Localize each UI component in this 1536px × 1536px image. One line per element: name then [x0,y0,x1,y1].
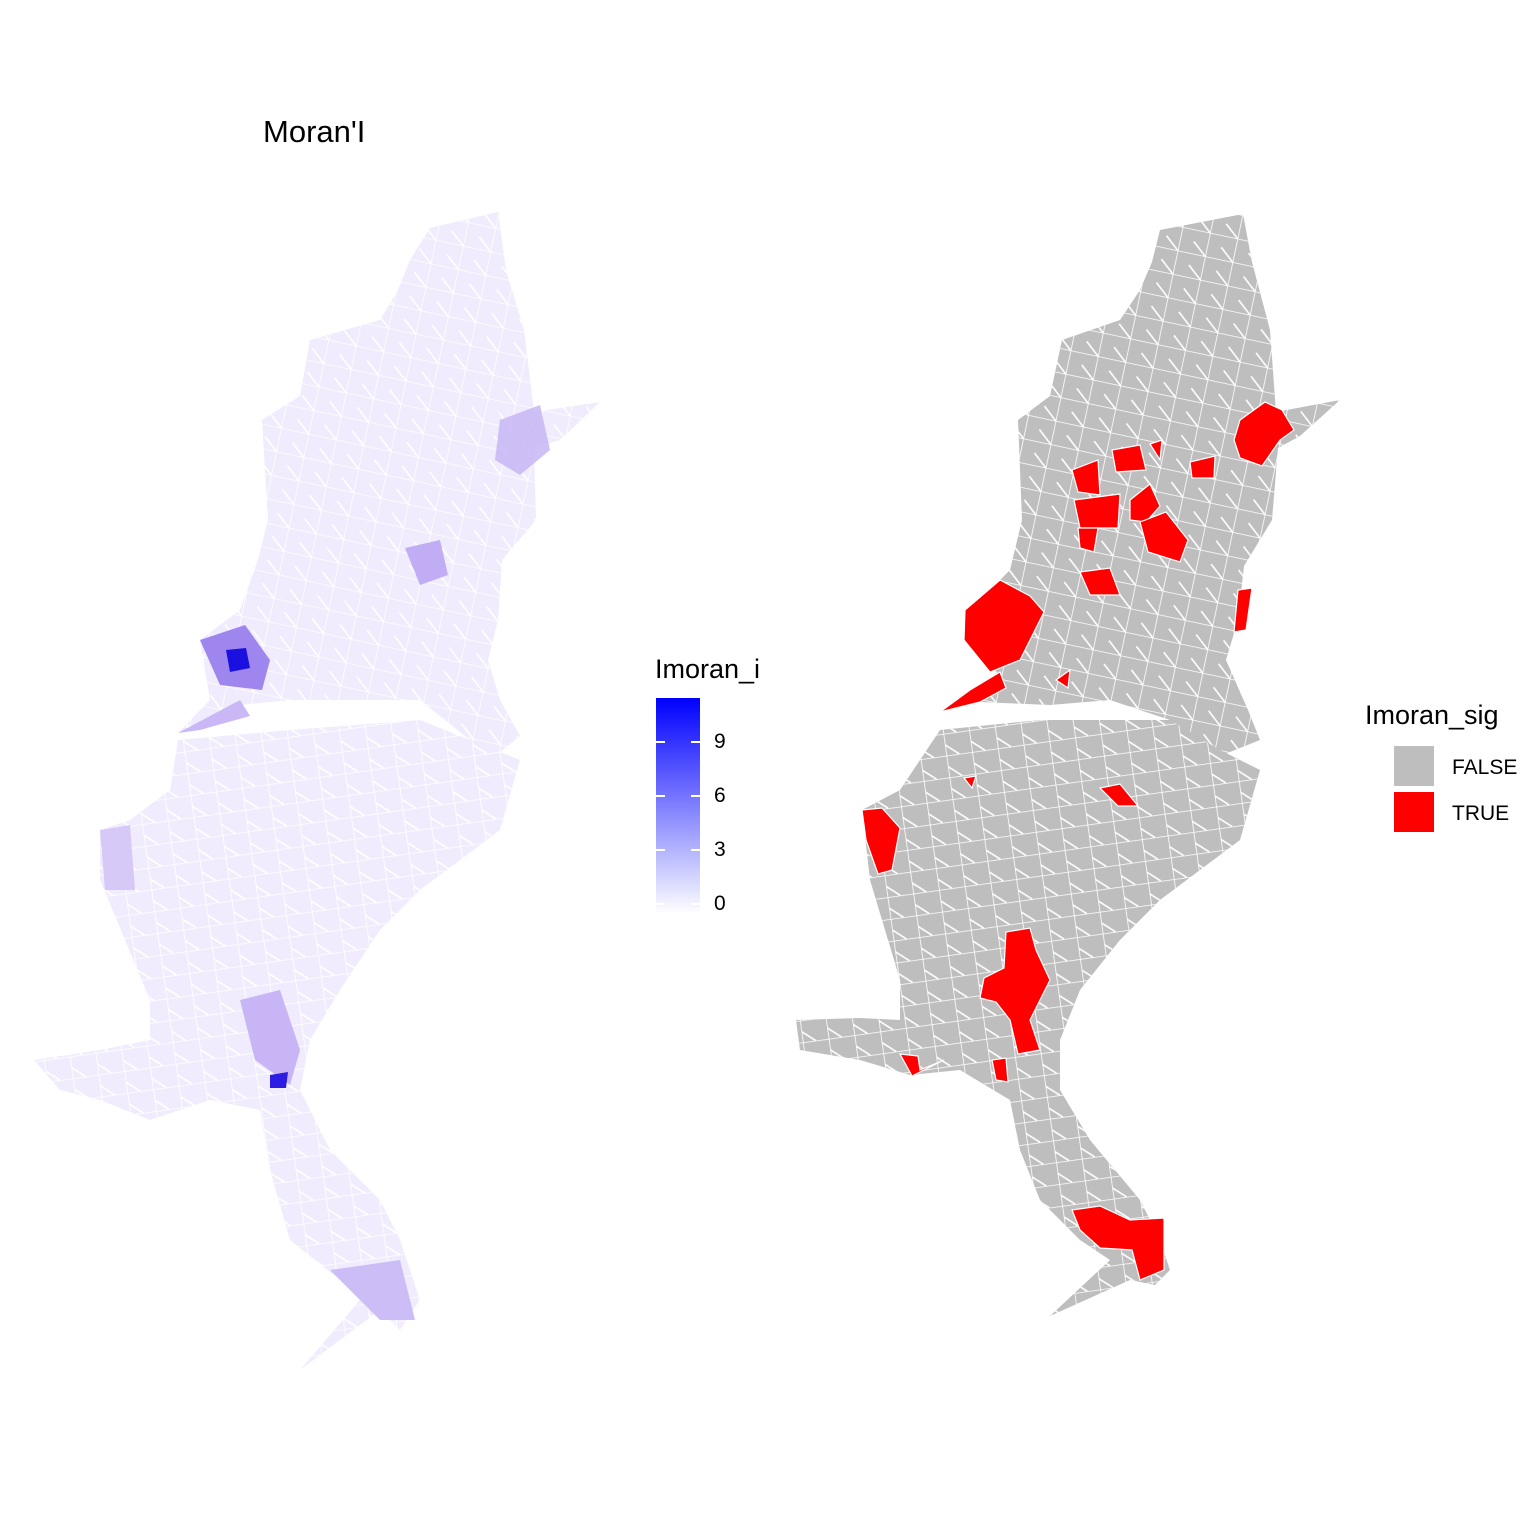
sig-cluster-mid-1 [1073,493,1121,529]
legend-i-colorbar [656,698,700,914]
sig-cluster-west-1 [963,579,1045,673]
sig-cluster-fl-1 [898,1053,945,1077]
sig-cluster-west-3 [1054,668,1071,690]
sig-cluster-west-2 [939,671,1007,713]
plot-title: Moran'I [263,114,366,149]
map-right-north-borders [940,214,1340,760]
map-left-cluster-ga [240,990,300,1085]
map-left-cluster-fl [330,1260,415,1320]
map-left-hotspot-west [226,648,250,672]
legend-i-ticks-marks [656,741,700,905]
significant-clusters [861,401,1295,1281]
sig-cluster-north-2 [1111,444,1147,473]
legend-i-tick-3: 3 [714,838,726,861]
sig-cluster-mid-3 [1139,511,1189,563]
map-left-north-borders [178,212,600,760]
map-left-sw-tail [178,700,250,733]
sig-cluster-west-sc [861,807,901,875]
map-left-cluster-center [405,540,448,585]
legend-sig-label-true: TRUE [1452,802,1510,825]
sig-cluster-ga-1 [979,927,1051,1055]
moran-sig-map [796,214,1340,1316]
sig-cluster-ne [1233,401,1295,467]
map-left-hotspot-ga [270,1072,288,1088]
map-left-cluster-west-sc [100,825,135,890]
sig-cluster-north-3 [1149,439,1163,462]
map-left-cluster-ne [495,405,550,475]
legend-sig-key-false [1394,746,1434,786]
sig-cluster-sc-1 [1098,783,1140,807]
legend-i-tick-6: 6 [714,784,726,807]
sig-cluster-coast [1233,587,1253,633]
sig-cluster-sc-2 [962,775,977,790]
sig-cluster-mid-4 [1077,527,1099,553]
sig-cluster-mid-2 [1129,483,1161,523]
legend-i-title: Imoran_i [655,654,761,684]
legend-i-tick-9: 9 [714,730,726,753]
sig-cluster-fl-south [1071,1205,1165,1281]
legend-sig-title: Imoran_sig [1365,700,1499,730]
legend-sig-key-true [1394,792,1434,832]
sig-cluster-north-1 [1071,459,1101,496]
sig-cluster-north-4 [1189,455,1216,479]
sig-cluster-mid-5 [1079,567,1121,596]
sig-cluster-fl-2 [991,1057,1009,1083]
moran-i-map [34,212,600,1370]
legend-i-tick-0: 0 [714,892,726,915]
legend-sig-label-false: FALSE [1452,756,1518,779]
